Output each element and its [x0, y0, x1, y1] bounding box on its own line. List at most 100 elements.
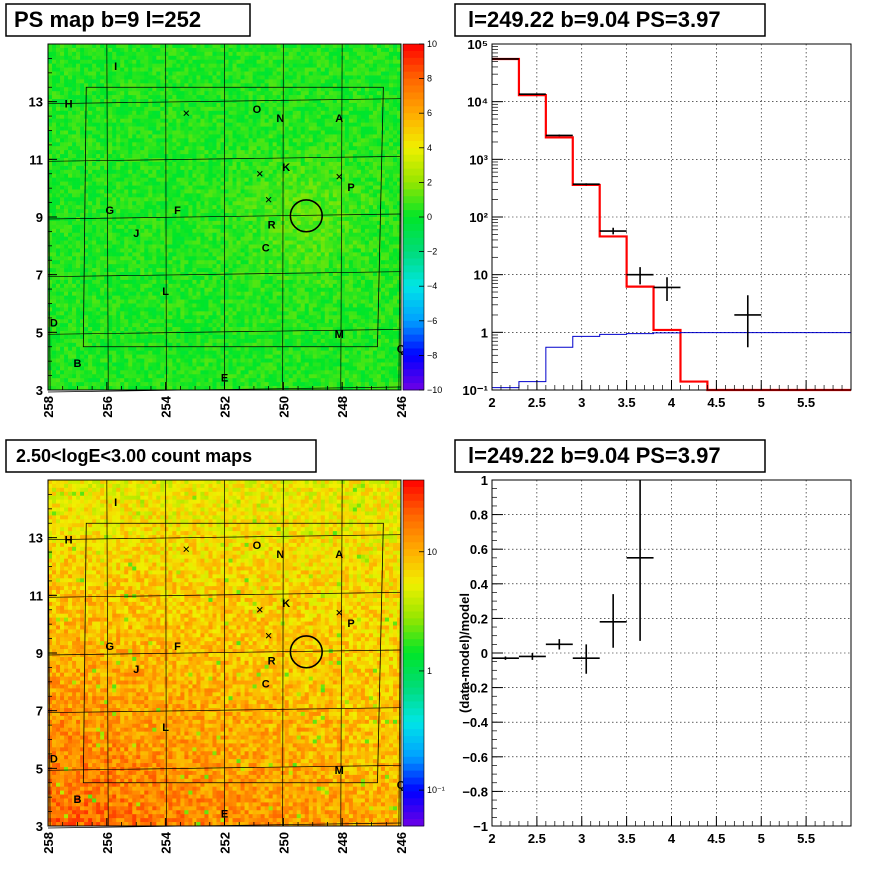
source-label-k: K — [282, 598, 290, 610]
source-label-o: O — [253, 540, 262, 552]
source-label-e: E — [221, 808, 228, 820]
y-tick-label: −0.2 — [462, 681, 488, 696]
x-tick-label: 256 — [100, 832, 115, 854]
x-tick-label: 246 — [394, 832, 409, 854]
x-tick-label: 246 — [394, 396, 409, 418]
colorbar-tick-label: 8 — [427, 74, 432, 84]
colorbar-tick-label: 4 — [427, 143, 432, 153]
x-tick-label: 2.5 — [528, 395, 546, 410]
colorbar-tick-label: 6 — [427, 108, 432, 118]
ps-map-axes: 258 256 254 252 250 248 246 13 11 9 7 5 3 — [29, 43, 409, 418]
map-grid-parallel — [47, 213, 402, 220]
y-tick-label: 0.6 — [470, 542, 488, 557]
source-label-f: F — [174, 641, 181, 653]
y-tick-label: 9 — [36, 210, 43, 225]
source-label-h: H — [65, 534, 73, 546]
residual-title-box — [454, 439, 766, 473]
map-grid-parallel — [47, 649, 402, 656]
source-label-g: G — [105, 205, 114, 217]
x-tick-label: 4 — [668, 395, 676, 410]
map-grid-parallel — [47, 534, 402, 541]
source-label-r: R — [268, 656, 276, 668]
y-tick-label: 0.8 — [470, 508, 488, 523]
colorbar-tick-label: −8 — [427, 350, 437, 360]
source-marker — [256, 170, 263, 177]
map-grid-meridian — [106, 479, 109, 827]
count-map-axes: 258 256 254 252 250 248 246 13 11 9 7 5 3 — [29, 479, 409, 854]
source-label-m: M — [335, 765, 344, 777]
residual-panel: l=249.22 b=9.04 PS=3.97 2 2.5 3 3.5 4 4.5 5 5.5… — [454, 439, 852, 846]
x-tick-label: 5 — [758, 831, 765, 846]
count-map-title-box — [5, 439, 317, 473]
source-marker — [336, 609, 343, 616]
ps-map-title: PS map b=9 l=252 — [14, 7, 201, 32]
source-label-c: C — [262, 243, 270, 255]
source-label-l: L — [162, 286, 169, 298]
data-point — [518, 653, 546, 660]
source-label-i: I — [114, 497, 117, 509]
colorbar-tick-label: −4 — [427, 281, 437, 291]
spectrum-title-box — [454, 3, 766, 37]
x-tick-label: 5 — [758, 395, 765, 410]
source-label-a: A — [335, 549, 343, 561]
ps-map-cells — [48, 44, 402, 391]
residual-points — [492, 480, 654, 674]
x-tick-label: 2.5 — [528, 831, 546, 846]
x-tick-label: 3 — [578, 395, 585, 410]
point-source-circle — [289, 635, 323, 669]
y-tick-label: 11 — [29, 588, 43, 603]
colorbar-tick-label: 1 — [427, 666, 432, 676]
colorbar-tick-label: 10⁻¹ — [427, 785, 445, 795]
colorbar-frame — [402, 479, 425, 827]
source-label-p: P — [347, 182, 354, 194]
ps-map-title-box — [5, 3, 251, 37]
y-tick-label: 3 — [36, 819, 43, 834]
y-tick-label: 10³ — [469, 152, 488, 167]
source-label-b: B — [73, 358, 81, 370]
source-label-g: G — [105, 641, 114, 653]
map-grid-parallel — [47, 98, 402, 105]
y-tick-label: 13 — [29, 531, 43, 546]
y-tick-label: 10² — [469, 210, 488, 225]
x-tick-label: 2 — [488, 831, 495, 846]
data-point — [545, 134, 573, 137]
y-tick-label: 0.4 — [470, 577, 489, 592]
residual-axes: 2 2.5 3 3.5 4 4.5 5 5.5 1 0.8 0.6 0.4 0.2 0 −0.2 −0.4 −0… — [462, 473, 852, 846]
map-grid-parallel — [47, 271, 402, 278]
y-tick-label: 10⁴ — [467, 95, 488, 110]
data-point — [734, 295, 762, 348]
map-grid-parallel — [47, 328, 402, 335]
y-tick-label: 5 — [36, 325, 43, 340]
data-point — [545, 639, 573, 650]
map-grid-parallel — [47, 764, 402, 771]
map-grid-meridian — [106, 43, 109, 391]
data-point — [626, 480, 654, 641]
source-marker — [183, 546, 190, 553]
count-map-colorbar: 10 1 10⁻¹ — [402, 479, 445, 827]
y-tick-label: 13 — [29, 95, 43, 110]
source-label-d: D — [50, 318, 58, 330]
source-label-i: I — [114, 61, 117, 73]
x-tick-label: 256 — [100, 396, 115, 418]
count-map-cells — [48, 480, 402, 827]
source-marker — [336, 173, 343, 180]
source-label-e: E — [221, 372, 228, 384]
colorbar-tick-label: −2 — [427, 247, 437, 257]
x-tick-label: 258 — [41, 396, 56, 418]
spectrum-panel: l=249.22 b=9.04 PS=3.97 2 2.5 3 3.5 4 4.5 5 5.5… — [454, 3, 852, 410]
source-label-k: K — [282, 162, 290, 174]
map-grid-meridian — [340, 43, 343, 391]
colorbar-tick-label: −6 — [427, 316, 437, 326]
residual-title: l=249.22 b=9.04 PS=3.97 — [468, 443, 721, 468]
x-tick-label: 5.5 — [797, 831, 815, 846]
x-tick-label: 2 — [488, 395, 495, 410]
roi-box — [82, 86, 384, 348]
y-tick-label: 7 — [36, 704, 43, 719]
x-tick-label: 248 — [335, 396, 350, 418]
y-tick-label: 1 — [481, 473, 488, 488]
y-tick-label: 9 — [36, 646, 43, 661]
spectrum-title: l=249.22 b=9.04 PS=3.97 — [468, 7, 721, 32]
x-tick-label: 254 — [159, 395, 174, 417]
data-point — [653, 277, 681, 301]
source-label-h: H — [65, 98, 73, 110]
